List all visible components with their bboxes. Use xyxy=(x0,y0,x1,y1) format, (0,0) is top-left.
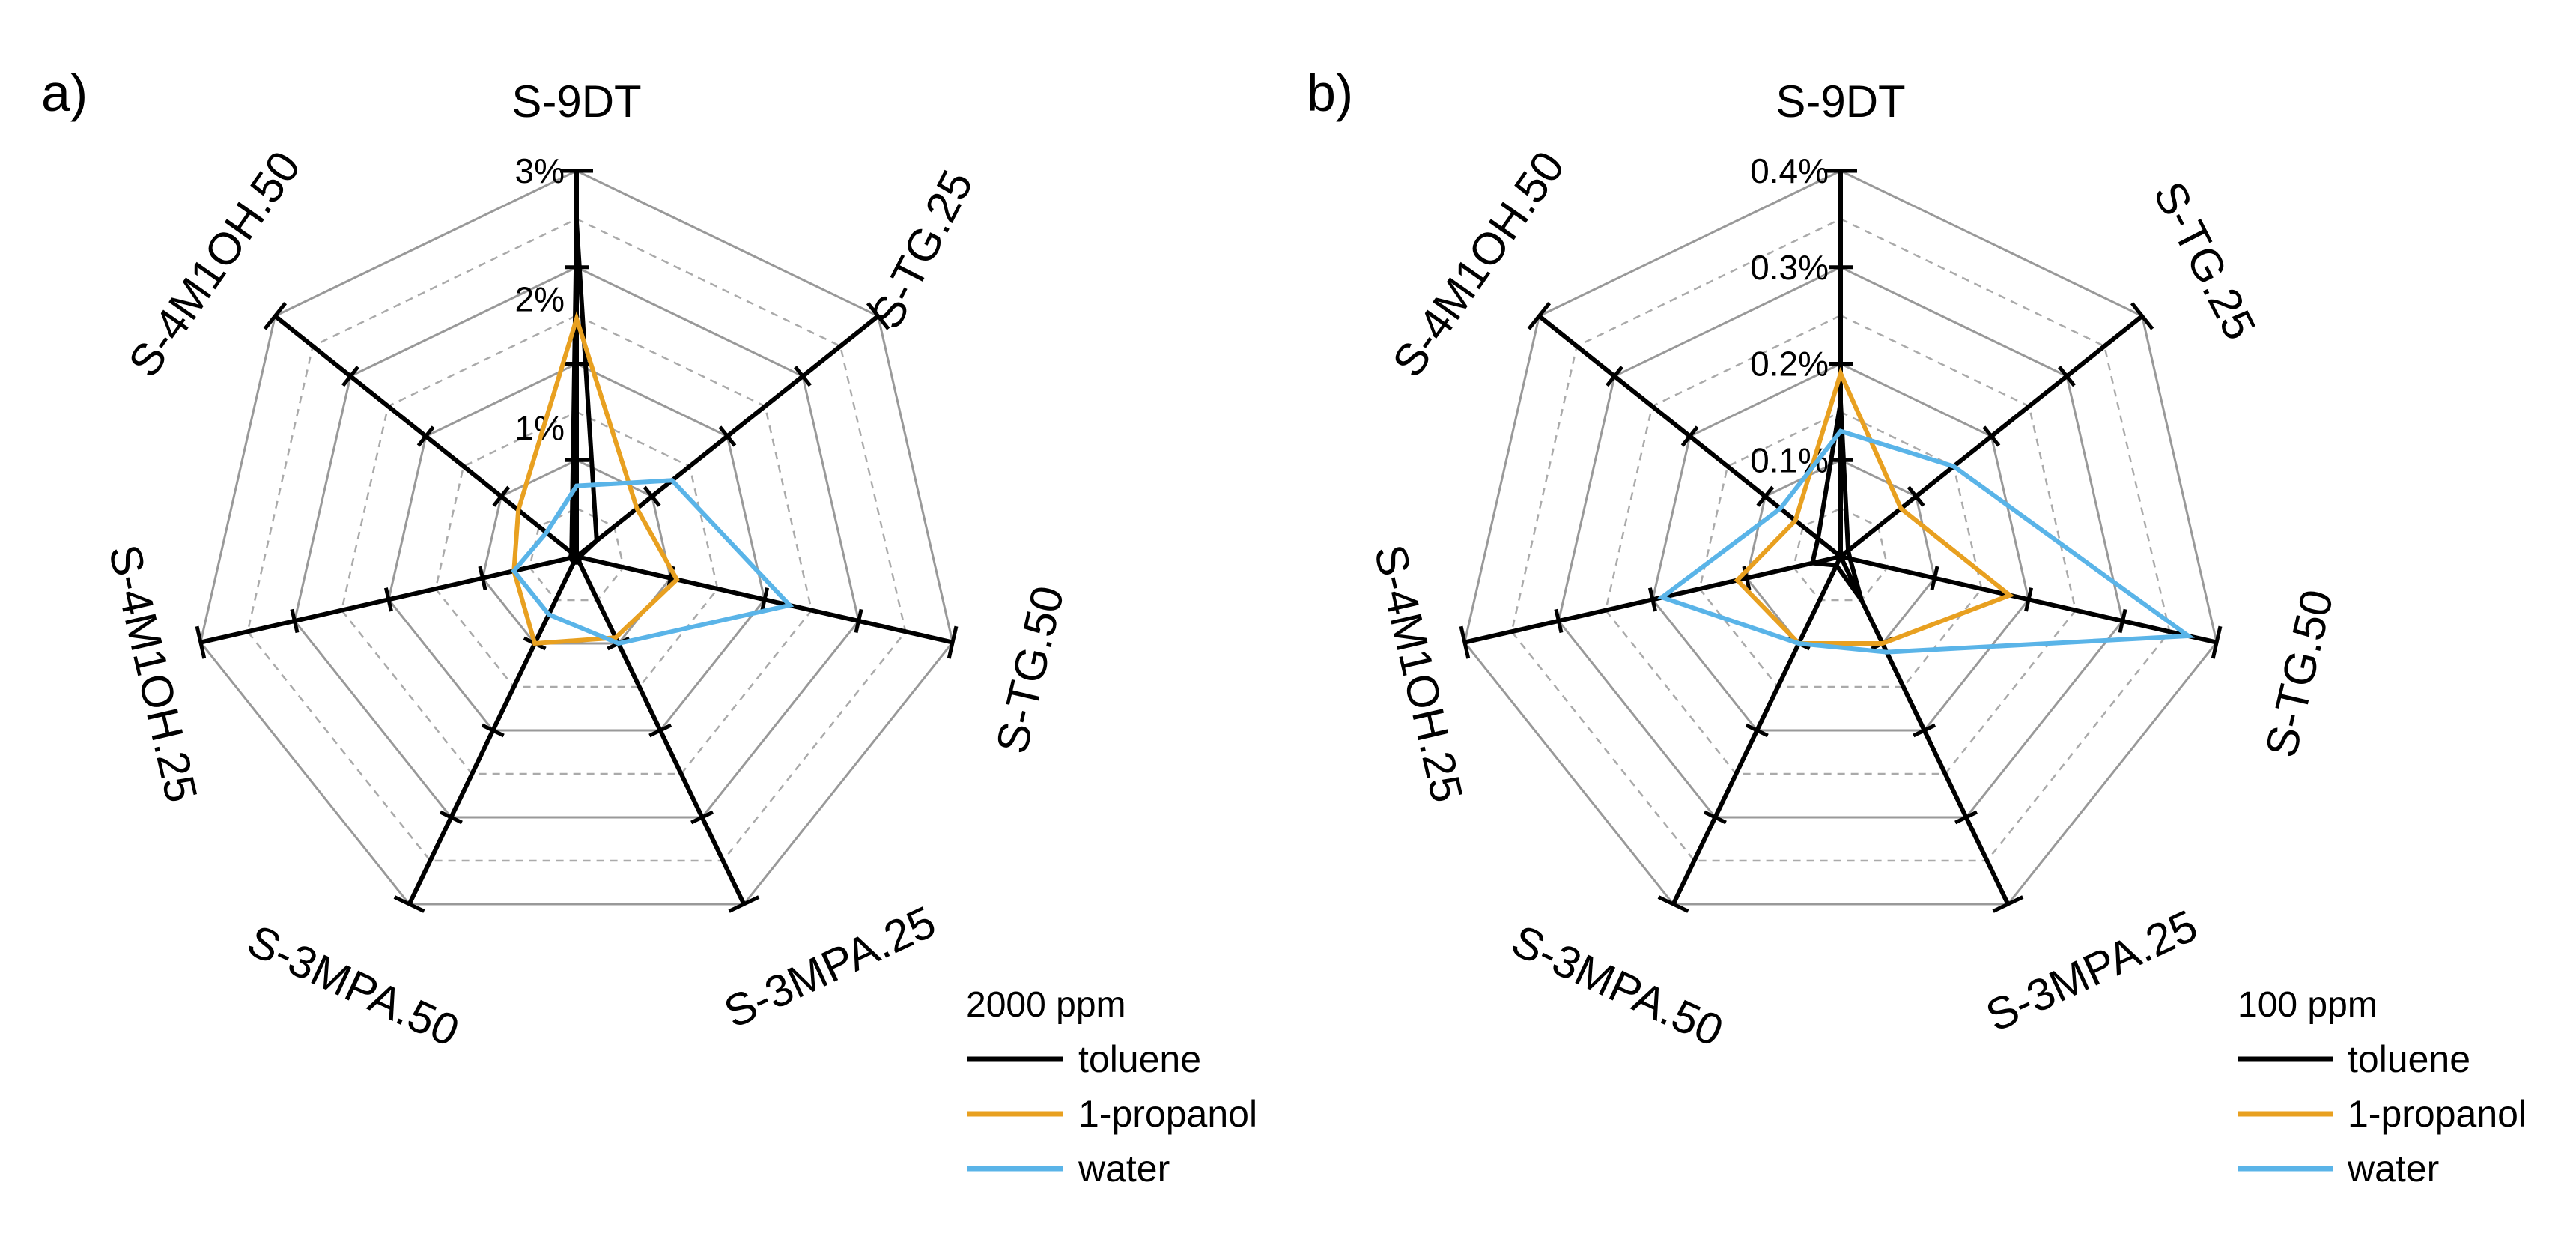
series-water xyxy=(1657,428,2196,655)
grid-ring xyxy=(481,458,672,645)
axis-tick xyxy=(947,625,959,659)
grid-ring xyxy=(434,411,719,688)
grid-ring xyxy=(1698,411,1983,688)
axis-label: S-3MPA.25 xyxy=(1978,900,2205,1041)
axis-tick xyxy=(263,302,288,330)
tick-label: 3% xyxy=(515,151,565,190)
axis-tick xyxy=(1459,625,1471,659)
grid-ring xyxy=(1604,314,2077,775)
axis-tick xyxy=(718,425,737,447)
axis-tick xyxy=(478,566,487,590)
grid-ring xyxy=(528,507,625,602)
grid-ring xyxy=(340,314,813,775)
grid-ring xyxy=(1510,218,2171,862)
axis-tick xyxy=(1930,566,1939,590)
grid-ring xyxy=(199,169,954,906)
axis-tick xyxy=(2024,587,2034,612)
axis-tick xyxy=(1913,723,1936,738)
grid-ring xyxy=(1651,362,2030,732)
panel-label: a) xyxy=(41,64,88,122)
axis-tick xyxy=(1680,425,1699,447)
legend-entry: water xyxy=(1078,1148,1170,1190)
grid-ring xyxy=(1463,169,2218,906)
axis-tick xyxy=(648,723,672,738)
axis-tick xyxy=(854,608,863,634)
series-1-propanol xyxy=(511,311,680,646)
axis-tick xyxy=(439,810,463,825)
grid-ring xyxy=(246,218,907,862)
axis-tick xyxy=(2058,366,2076,387)
axis-tick xyxy=(728,895,760,913)
axis-tick xyxy=(290,608,300,634)
legend-entry: 1-propanol xyxy=(2348,1093,2527,1135)
axis-label: S-3MPA.50 xyxy=(1504,915,1731,1056)
axis-tick xyxy=(1907,485,1925,507)
axis-tick xyxy=(866,302,890,330)
axis-tick xyxy=(1756,485,1775,507)
axis-tick xyxy=(341,366,359,387)
legend-entry: toluene xyxy=(1078,1038,1201,1080)
radar-panel-b: b)0.1%0.2%0.3%0.4%S-9DTS-TG.25S-TG.50S-3… xyxy=(1307,64,2527,1190)
legend: 100 ppm toluene 1-propanol water xyxy=(2238,985,2527,1190)
axis-tick xyxy=(1954,810,1978,825)
axis-label: S-9DT xyxy=(1775,76,1905,127)
tick-label: 0.2% xyxy=(1750,345,1829,384)
axis-label: S-4M1OH.25 xyxy=(1365,540,1473,807)
axis-tick xyxy=(1606,366,1623,387)
series-toluene xyxy=(1809,402,1864,602)
tick-label: 0.3% xyxy=(1750,248,1829,287)
grid-ring xyxy=(1557,266,2124,819)
axis-tick xyxy=(794,366,812,387)
series-water xyxy=(511,478,795,646)
axis-tick xyxy=(492,485,511,507)
axis-tick xyxy=(1527,302,1552,330)
axis-label: S-3MPA.25 xyxy=(717,897,943,1037)
axis-label: S-4M1OH.25 xyxy=(100,540,207,807)
grid-ring xyxy=(1792,507,1889,602)
legend: 2000 ppm toluene 1-propanol water xyxy=(966,985,1257,1190)
axis-label: S-TG.25 xyxy=(861,163,983,336)
axis-tick xyxy=(2130,302,2154,330)
axis-tick xyxy=(1657,895,1689,913)
axis-tick xyxy=(195,625,207,659)
series-1-propanol xyxy=(1734,366,2014,646)
grid-ring xyxy=(293,266,860,819)
axis-tick xyxy=(1554,608,1564,634)
axis-tick xyxy=(643,485,661,507)
axis-tick xyxy=(760,587,770,612)
axis-label: S-TG.50 xyxy=(986,581,1073,758)
axis-label: S-3MPA.50 xyxy=(240,915,467,1056)
legend-title: 2000 ppm xyxy=(966,985,1126,1025)
axis-tick xyxy=(1703,810,1727,825)
axis-label: S-4M1OH.50 xyxy=(118,142,310,386)
tick-label: 2% xyxy=(515,280,565,319)
axis-tick xyxy=(416,425,435,447)
radar-panel-a: a)1%2%3%S-9DTS-TG.25S-TG.50S-3MPA.25S-3M… xyxy=(41,64,1257,1190)
axis-tick xyxy=(1982,425,2001,447)
axis-label: S-9DT xyxy=(511,76,641,127)
legend-entry: water xyxy=(2347,1148,2439,1190)
axis-tick xyxy=(1992,895,2024,913)
series-toluene xyxy=(568,222,599,565)
axis-tick xyxy=(481,723,505,738)
legend-title: 100 ppm xyxy=(2238,985,2378,1025)
axis-tick xyxy=(690,810,714,825)
axis-tick xyxy=(1647,587,1657,612)
axis-tick xyxy=(2118,608,2127,634)
tick-label: 0.4% xyxy=(1750,151,1829,190)
axis-label: S-TG.25 xyxy=(2144,174,2266,348)
axis-label: S-TG.50 xyxy=(2255,585,2342,762)
axis-tick xyxy=(1745,723,1769,738)
axis-tick xyxy=(2211,625,2223,659)
legend-entry: toluene xyxy=(2348,1038,2470,1080)
panel-label: b) xyxy=(1307,64,1353,122)
grid-ring xyxy=(387,362,766,732)
legend-entry: 1-propanol xyxy=(1078,1093,1257,1135)
axis-tick xyxy=(393,895,425,913)
axis-label: S-4M1OH.50 xyxy=(1382,142,1574,386)
axis-tick xyxy=(383,587,393,612)
